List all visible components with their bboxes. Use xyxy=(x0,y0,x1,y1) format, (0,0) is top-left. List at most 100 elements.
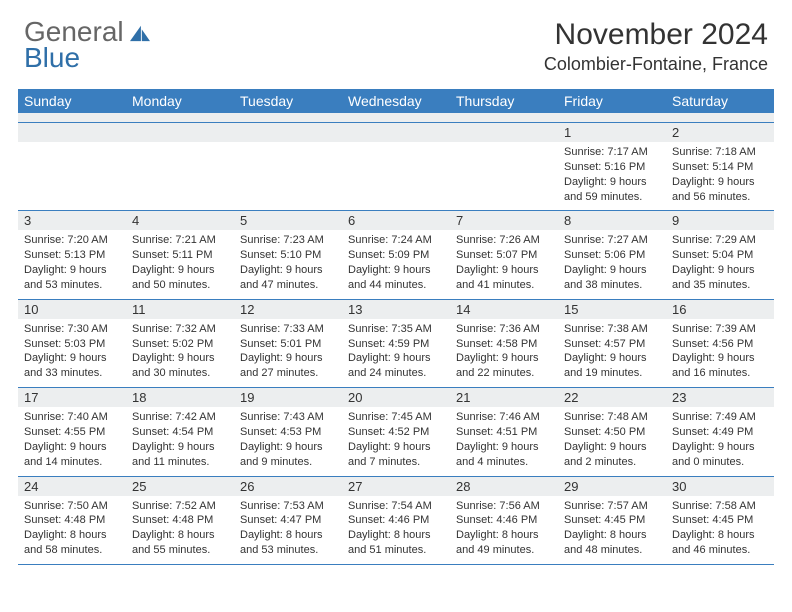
day-cell: 20Sunrise: 7:45 AMSunset: 4:52 PMDayligh… xyxy=(342,388,450,475)
day-number: 18 xyxy=(126,388,234,407)
day-number: 12 xyxy=(234,300,342,319)
day-cell: 13 Sunrise: 7:35 AMSunset: 4:59 PMDayligh… xyxy=(342,300,450,387)
day-cell: 1 Sunrise: 7:17 AMSunset: 5:16 PMDaylight… xyxy=(558,123,666,210)
day-details: Sunrise: 7:40 AMSunset: 4:55 PMDaylight:… xyxy=(24,410,120,469)
day-cell: 5 Sunrise: 7:23 AMSunset: 5:10 PMDaylight… xyxy=(234,211,342,298)
day-cell: 21 Sunrise: 7:46 AMSunset: 4:51 PMDayligh… xyxy=(450,388,558,475)
day-number: 17 xyxy=(18,388,126,407)
empty-bar xyxy=(234,123,342,142)
day-cell: 9Sunrise: 7:29 AMSunset: 5:04 PMDaylight… xyxy=(666,211,774,298)
week-row: 17 Sunrise: 7:40 AMSunset: 4:55 PMDayligh… xyxy=(18,388,774,476)
weekday-wednesday: Wednesday xyxy=(342,89,450,113)
day-number: 1 xyxy=(558,123,666,142)
day-number: 15 xyxy=(558,300,666,319)
day-details: Sunrise: 7:56 AMSunset: 4:46 PMDaylight:… xyxy=(456,499,552,558)
day-details: Sunrise: 7:38 AMSunset: 4:57 PMDaylight:… xyxy=(564,322,660,381)
day-number: 19 xyxy=(234,388,342,407)
empty-day-cell xyxy=(450,123,558,210)
day-number: 23 xyxy=(666,388,774,407)
day-cell: 19 Sunrise: 7:43 AMSunset: 4:53 PMDayligh… xyxy=(234,388,342,475)
day-details: Sunrise: 7:20 AMSunset: 5:13 PMDaylight:… xyxy=(24,233,120,292)
weekday-tuesday: Tuesday xyxy=(234,89,342,113)
empty-bar xyxy=(18,123,126,142)
day-number: 26 xyxy=(234,477,342,496)
day-cell: 8Sunrise: 7:27 AMSunset: 5:06 PMDaylight… xyxy=(558,211,666,298)
header: GeneralBlue November 2024 Colombier-Font… xyxy=(0,0,792,83)
empty-bar xyxy=(342,123,450,142)
day-details: Sunrise: 7:54 AMSunset: 4:46 PMDaylight:… xyxy=(348,499,444,558)
day-cell: 24 Sunrise: 7:50 AMSunset: 4:48 PMDayligh… xyxy=(18,477,126,564)
day-number: 27 xyxy=(342,477,450,496)
day-number: 22 xyxy=(558,388,666,407)
day-number: 24 xyxy=(18,477,126,496)
day-number: 16 xyxy=(666,300,774,319)
day-details: Sunrise: 7:27 AMSunset: 5:06 PMDaylight:… xyxy=(564,233,660,292)
month-title: November 2024 xyxy=(544,18,768,52)
day-number: 2 xyxy=(666,123,774,142)
day-details: Sunrise: 7:39 AMSunset: 4:56 PMDaylight:… xyxy=(672,322,768,381)
day-number: 7 xyxy=(450,211,558,230)
day-number: 13 xyxy=(342,300,450,319)
day-details: Sunrise: 7:21 AMSunset: 5:11 PMDaylight:… xyxy=(132,233,228,292)
week-row: 3Sunrise: 7:20 AMSunset: 5:13 PMDaylight… xyxy=(18,211,774,299)
weekday-friday: Friday xyxy=(558,89,666,113)
week-row: 24 Sunrise: 7:50 AMSunset: 4:48 PMDayligh… xyxy=(18,477,774,565)
day-details: Sunrise: 7:49 AMSunset: 4:49 PMDaylight:… xyxy=(672,410,768,469)
day-cell: 29Sunrise: 7:57 AMSunset: 4:45 PMDayligh… xyxy=(558,477,666,564)
day-number: 21 xyxy=(450,388,558,407)
brand-part2: Blue xyxy=(24,44,152,72)
day-details: Sunrise: 7:52 AMSunset: 4:48 PMDaylight:… xyxy=(132,499,228,558)
day-cell: 26 Sunrise: 7:53 AMSunset: 4:47 PMDayligh… xyxy=(234,477,342,564)
day-cell: 11Sunrise: 7:32 AMSunset: 5:02 PMDayligh… xyxy=(126,300,234,387)
day-cell: 16 Sunrise: 7:39 AMSunset: 4:56 PMDayligh… xyxy=(666,300,774,387)
day-number: 6 xyxy=(342,211,450,230)
day-cell: 2Sunrise: 7:18 AMSunset: 5:14 PMDaylight… xyxy=(666,123,774,210)
day-details: Sunrise: 7:36 AMSunset: 4:58 PMDaylight:… xyxy=(456,322,552,381)
day-details: Sunrise: 7:24 AMSunset: 5:09 PMDaylight:… xyxy=(348,233,444,292)
day-number: 29 xyxy=(558,477,666,496)
week-row: 1 Sunrise: 7:17 AMSunset: 5:16 PMDaylight… xyxy=(18,123,774,211)
spacer-row xyxy=(18,113,774,123)
day-details: Sunrise: 7:17 AMSunset: 5:16 PMDaylight:… xyxy=(564,145,660,204)
day-number: 20 xyxy=(342,388,450,407)
day-number: 5 xyxy=(234,211,342,230)
day-details: Sunrise: 7:29 AMSunset: 5:04 PMDaylight:… xyxy=(672,233,768,292)
day-details: Sunrise: 7:32 AMSunset: 5:02 PMDaylight:… xyxy=(132,322,228,381)
weekday-header-row: SundayMondayTuesdayWednesdayThursdayFrid… xyxy=(18,89,774,113)
day-cell: 25 Sunrise: 7:52 AMSunset: 4:48 PMDayligh… xyxy=(126,477,234,564)
location-label: Colombier-Fontaine, France xyxy=(544,54,768,75)
day-cell: 12 Sunrise: 7:33 AMSunset: 5:01 PMDayligh… xyxy=(234,300,342,387)
day-cell: 15 Sunrise: 7:38 AMSunset: 4:57 PMDayligh… xyxy=(558,300,666,387)
day-details: Sunrise: 7:46 AMSunset: 4:51 PMDaylight:… xyxy=(456,410,552,469)
day-number: 4 xyxy=(126,211,234,230)
day-cell: 4 Sunrise: 7:21 AMSunset: 5:11 PMDaylight… xyxy=(126,211,234,298)
day-details: Sunrise: 7:53 AMSunset: 4:47 PMDaylight:… xyxy=(240,499,336,558)
day-cell: 10Sunrise: 7:30 AMSunset: 5:03 PMDayligh… xyxy=(18,300,126,387)
empty-day-cell xyxy=(234,123,342,210)
weekday-saturday: Saturday xyxy=(666,89,774,113)
weekday-monday: Monday xyxy=(126,89,234,113)
day-details: Sunrise: 7:33 AMSunset: 5:01 PMDaylight:… xyxy=(240,322,336,381)
day-cell: 17 Sunrise: 7:40 AMSunset: 4:55 PMDayligh… xyxy=(18,388,126,475)
day-cell: 7 Sunrise: 7:26 AMSunset: 5:07 PMDaylight… xyxy=(450,211,558,298)
day-cell: 14Sunrise: 7:36 AMSunset: 4:58 PMDayligh… xyxy=(450,300,558,387)
day-details: Sunrise: 7:50 AMSunset: 4:48 PMDaylight:… xyxy=(24,499,120,558)
day-details: Sunrise: 7:42 AMSunset: 4:54 PMDaylight:… xyxy=(132,410,228,469)
empty-day-cell xyxy=(18,123,126,210)
weeks-container: 1 Sunrise: 7:17 AMSunset: 5:16 PMDaylight… xyxy=(18,123,774,565)
day-cell: 18 Sunrise: 7:42 AMSunset: 4:54 PMDayligh… xyxy=(126,388,234,475)
day-cell: 27 Sunrise: 7:54 AMSunset: 4:46 PMDayligh… xyxy=(342,477,450,564)
day-number: 28 xyxy=(450,477,558,496)
day-cell: 30Sunrise: 7:58 AMSunset: 4:45 PMDayligh… xyxy=(666,477,774,564)
day-details: Sunrise: 7:35 AMSunset: 4:59 PMDaylight:… xyxy=(348,322,444,381)
day-details: Sunrise: 7:43 AMSunset: 4:53 PMDaylight:… xyxy=(240,410,336,469)
week-row: 10Sunrise: 7:30 AMSunset: 5:03 PMDayligh… xyxy=(18,300,774,388)
day-cell: 23 Sunrise: 7:49 AMSunset: 4:49 PMDayligh… xyxy=(666,388,774,475)
day-details: Sunrise: 7:23 AMSunset: 5:10 PMDaylight:… xyxy=(240,233,336,292)
day-number: 25 xyxy=(126,477,234,496)
empty-day-cell xyxy=(342,123,450,210)
sail-icon xyxy=(126,20,152,48)
day-number: 30 xyxy=(666,477,774,496)
day-details: Sunrise: 7:26 AMSunset: 5:07 PMDaylight:… xyxy=(456,233,552,292)
day-cell: 28 Sunrise: 7:56 AMSunset: 4:46 PMDayligh… xyxy=(450,477,558,564)
